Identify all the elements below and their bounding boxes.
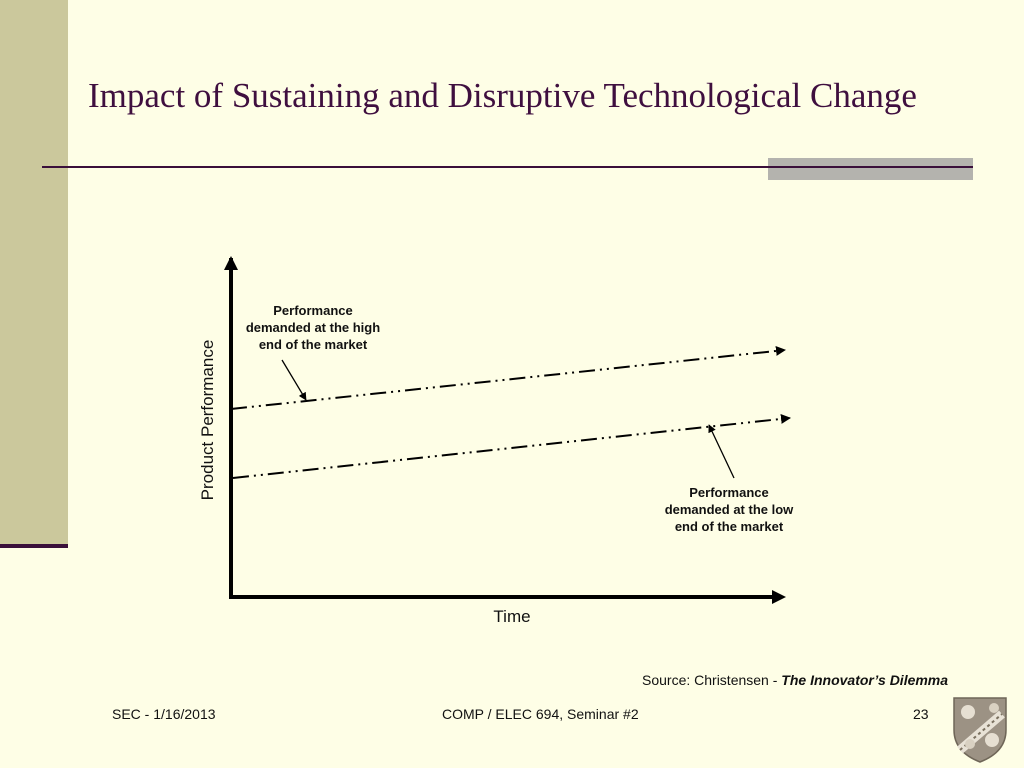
footer-page-number: 23	[913, 706, 929, 722]
source-citation: Source: Christensen - The Innovator’s Di…	[642, 672, 948, 688]
slide-title: Impact of Sustaining and Disruptive Tech…	[88, 76, 917, 115]
low-end-pointer	[708, 424, 735, 479]
sidebar-accent-bar	[0, 0, 68, 545]
y-axis-arrowhead	[224, 256, 238, 270]
sidebar-underline	[0, 544, 68, 548]
low-end-label-line: Performance	[689, 485, 768, 500]
title-accent-line	[768, 166, 973, 168]
high-end-label-line: Performance	[273, 303, 352, 318]
title-accent-bar	[768, 158, 973, 180]
low-end-label-line: end of the market	[675, 519, 784, 534]
y-axis-label: Product Performance	[198, 340, 217, 501]
source-book-title: The Innovator’s Dilemma	[781, 672, 949, 688]
university-shield-icon	[953, 697, 1007, 763]
high-end-label: Performance demanded at the high end of …	[246, 303, 380, 352]
footer-date: SEC - 1/16/2013	[112, 706, 216, 722]
low-end-label-line: demanded at the low	[665, 502, 794, 517]
high-end-pointer	[281, 359, 307, 401]
x-axis-label: Time	[493, 607, 530, 626]
footer-course: COMP / ELEC 694, Seminar #2	[442, 706, 639, 722]
low-end-trajectory	[232, 413, 791, 479]
low-end-label: Performance demanded at the low end of t…	[665, 485, 794, 534]
high-end-label-line: demanded at the high	[246, 320, 380, 335]
source-prefix: Source: Christensen -	[642, 672, 782, 688]
high-end-label-line: end of the market	[259, 337, 368, 352]
x-axis-arrowhead	[772, 590, 786, 604]
high-end-trajectory	[230, 345, 786, 410]
title-divider	[42, 166, 972, 168]
